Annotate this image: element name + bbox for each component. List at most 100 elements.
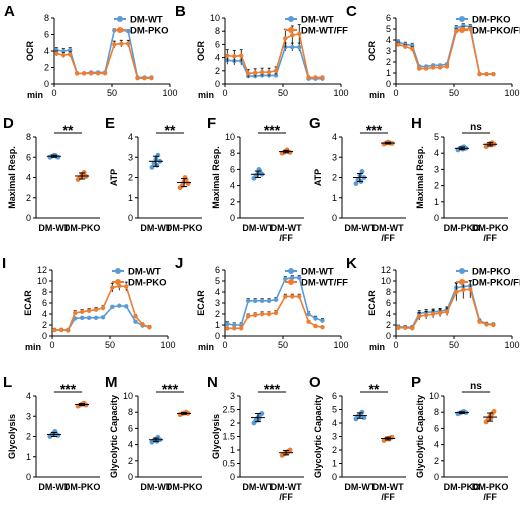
y-axis-label: Glycolytic Capacity: [313, 395, 323, 478]
legend-label: DM-PKO: [472, 15, 511, 26]
data-point: [232, 322, 237, 328]
data-point: [126, 29, 131, 34]
y-tick-label: 6: [128, 423, 133, 433]
data-point: [430, 65, 436, 70]
x-tick-label: 50: [278, 340, 288, 350]
category-label-line: DM-WT: [271, 482, 302, 492]
y-tick-label: 2: [26, 432, 31, 442]
group-1: [279, 147, 294, 156]
y-tick-label: 4: [215, 287, 220, 297]
y-axis-label: ATP: [109, 169, 119, 186]
y-tick-label: 4: [26, 173, 31, 183]
y-tick-label: 10: [210, 13, 220, 23]
legend-label: DM-WT/FF: [301, 278, 348, 289]
data-point: [313, 75, 318, 80]
category-label-line: DM-PKO: [64, 482, 101, 492]
series-dm-pko-ff: [396, 26, 496, 77]
data-point: [477, 71, 482, 77]
data-point: [100, 305, 106, 311]
category-label: DM-PKO: [166, 482, 203, 492]
category-label: DM-WT: [38, 223, 69, 233]
significance-label: ***: [264, 381, 281, 397]
y-tick-label: 2: [128, 456, 133, 466]
y-tick-label: 0: [230, 213, 235, 223]
legend-swatch-dot: [115, 279, 121, 285]
x-unit-label: min: [25, 342, 41, 352]
y-tick-label: 1: [332, 459, 337, 469]
category-label: DM-PKO: [64, 223, 101, 233]
y-tick-label: 1: [434, 197, 439, 207]
category-label-line: /FF: [279, 492, 293, 502]
y-axis-label: ECAR: [196, 290, 206, 316]
y-tick-label: 4: [26, 391, 31, 401]
significance-label: **: [165, 122, 176, 138]
y-tick-label: 5: [386, 24, 391, 34]
y-tick-label: 0: [386, 331, 391, 341]
category-label-line: DM-WT: [373, 482, 404, 492]
y-tick-label: 10: [225, 132, 235, 142]
x-tick-label: 50: [278, 88, 288, 98]
significance-label: ***: [162, 381, 179, 397]
data-point: [55, 433, 61, 438]
data-point: [273, 73, 279, 78]
y-tick-label: 5: [215, 276, 220, 286]
data-point: [133, 319, 138, 324]
panel-label-n: N: [207, 374, 218, 391]
y-tick-label: 0: [42, 331, 47, 341]
y-axis-label: Maximal Resp.: [415, 146, 425, 209]
series-dm-wt-ff: [225, 24, 325, 80]
y-tick-label: 3: [332, 152, 337, 162]
panel-label-a: A: [4, 3, 15, 20]
x-tick-label: 100: [504, 88, 519, 98]
legend-label: DM-WT: [130, 15, 163, 26]
data-point: [266, 298, 272, 303]
y-tick-label: 5: [332, 405, 337, 415]
data-point: [437, 310, 443, 316]
category-label: DM-WT: [344, 482, 375, 492]
significance-label: ***: [366, 122, 383, 138]
panel-o: O 0 1 2 3 4 5 6 Glycolytic Capacity DM-WTDM-WT/FF…: [309, 374, 406, 502]
data-point: [283, 276, 288, 281]
category-label-line: DM-WT: [344, 482, 375, 492]
category-label-line: /FF: [381, 492, 395, 502]
x-tick-label: 100: [333, 88, 348, 98]
data-point: [306, 311, 311, 317]
group-0: [46, 152, 61, 160]
legend-label: DM-WT: [301, 15, 334, 26]
group-1: [381, 434, 396, 443]
data-point: [477, 319, 482, 324]
series-dm-wt: [225, 42, 325, 81]
data-point: [313, 316, 318, 321]
y-axis-label: ECAR: [367, 290, 377, 316]
data-point: [468, 287, 473, 292]
data-point: [410, 46, 415, 51]
data-point: [403, 44, 408, 49]
y-tick-label: 0: [128, 213, 133, 223]
y-tick-label: 8: [434, 407, 439, 417]
data-point: [246, 314, 251, 319]
data-point: [437, 65, 443, 70]
data-point: [403, 325, 408, 330]
x-tick-label: 0: [393, 340, 398, 350]
data-point: [491, 322, 496, 328]
x-tick-label: 50: [105, 340, 115, 350]
y-tick-label: 0: [128, 472, 133, 482]
data-point: [491, 71, 496, 77]
x-tick-label: 0: [49, 340, 54, 350]
y-tick-label: 4: [128, 440, 133, 450]
legend-label: DM-WT: [128, 267, 161, 278]
y-axis-label: Glycolysis: [211, 414, 221, 459]
panel-label-b: B: [175, 3, 186, 20]
y-tick-label: 0: [26, 213, 31, 223]
data-point: [135, 76, 140, 81]
data-point: [75, 71, 80, 76]
group-1: [483, 408, 498, 425]
category-label-line: /FF: [483, 233, 497, 243]
panel-label-e: E: [105, 115, 115, 132]
y-tick-label: 6: [386, 298, 391, 308]
